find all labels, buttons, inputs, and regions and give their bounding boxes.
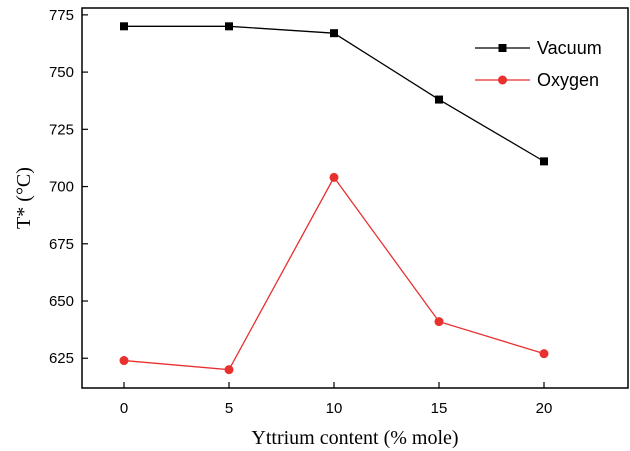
- x-axis-title: Yttrium content (% mole): [251, 427, 458, 449]
- legend-vacuum-marker: [498, 44, 507, 52]
- oxygen-point: [119, 356, 129, 366]
- series-layer: [119, 22, 549, 375]
- legend: Vacuum Oxygen: [475, 38, 602, 90]
- x-tick-label: 5: [225, 400, 233, 417]
- x-tick-label: 0: [120, 400, 128, 417]
- oxygen-point: [539, 349, 549, 359]
- y-axis-title: T* (°C): [13, 167, 35, 229]
- vacuum-point: [120, 22, 128, 31]
- y-tick-label: 750: [49, 64, 74, 81]
- oxygen-point: [224, 365, 234, 375]
- x-axis-ticks: 0 5 10 15 20: [120, 382, 553, 417]
- y-tick-label: 650: [49, 293, 74, 310]
- x-tick-label: 15: [431, 400, 448, 417]
- x-tick-label: 10: [326, 400, 343, 417]
- vacuum-series-line: [124, 25, 545, 162]
- oxygen-point: [434, 317, 444, 327]
- vacuum-point: [435, 95, 443, 104]
- x-tick-label: 20: [536, 400, 553, 417]
- plot-frame: [81, 7, 629, 389]
- vacuum-point: [225, 22, 233, 31]
- legend-oxygen-label: Oxygen: [537, 70, 599, 90]
- oxygen-point: [329, 172, 339, 182]
- y-tick-label: 625: [49, 350, 74, 367]
- vacuum-point: [330, 29, 338, 38]
- oxygen-series-line: [123, 176, 545, 371]
- y-tick-label: 775: [49, 7, 74, 24]
- legend-vacuum-label: Vacuum: [537, 38, 602, 58]
- y-tick-label: 725: [49, 121, 74, 138]
- y-axis-ticks: 625 650 675 700 725 750 775: [49, 7, 88, 367]
- y-tick-label: 675: [49, 236, 74, 253]
- vacuum-point: [540, 157, 548, 166]
- legend-oxygen-marker: [498, 75, 507, 85]
- y-tick-label: 700: [49, 179, 74, 196]
